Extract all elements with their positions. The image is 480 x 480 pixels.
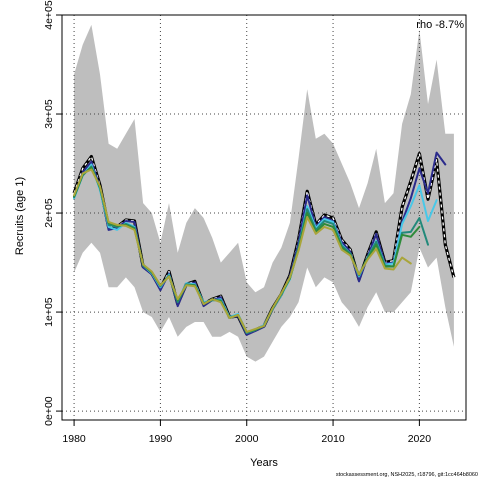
x-tick-label: 1980 (62, 433, 86, 445)
rho-annotation: rho -8.7% (416, 19, 464, 31)
x-axis: 1980 1990 2000 2010 2020 (62, 420, 431, 445)
retro-series-line-5 (73, 168, 412, 333)
y-axis: 0e+00 1e+05 2e+05 3e+05 4e+05 (43, 0, 62, 426)
y-tick-label: 2e+05 (43, 198, 55, 228)
y-tick-label: 3e+05 (43, 99, 55, 129)
source-footnote: stockassessment.org, NSH2025, r18796, gi… (336, 472, 478, 478)
x-tick-label: 2000 (235, 433, 259, 445)
x-tick-label: 1990 (149, 433, 173, 445)
plot-frame (61, 14, 467, 421)
series-layer (72, 151, 456, 336)
confidence-band (74, 24, 454, 362)
x-axis-title: Years (250, 457, 278, 469)
x-tick-label: 2010 (321, 433, 345, 445)
x-tick-label: 2020 (408, 433, 432, 445)
y-tick-label: 4e+05 (43, 0, 55, 30)
y-tick-label: 1e+05 (43, 297, 55, 327)
y-axis-title: Recruits (age 1) (14, 177, 26, 255)
confidence-band-layer (74, 24, 454, 362)
y-tick-label: 0e+00 (43, 396, 55, 426)
